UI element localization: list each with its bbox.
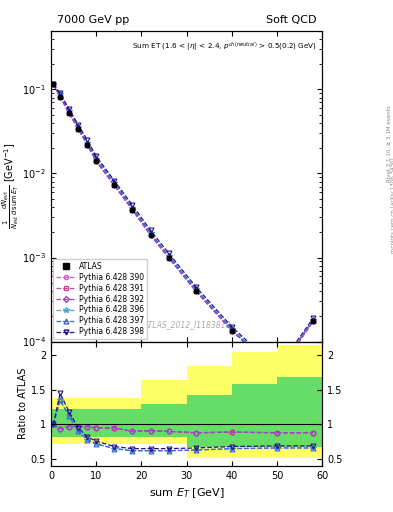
Text: Rivet 3.1.10, ≥ 3.1M events: Rivet 3.1.10, ≥ 3.1M events xyxy=(387,105,392,182)
Text: ATLAS_2012_I1183818: ATLAS_2012_I1183818 xyxy=(143,320,230,329)
Text: mcplots.cern.ch [arXiv:1306.3436]: mcplots.cern.ch [arXiv:1306.3436] xyxy=(391,157,393,252)
Text: Soft QCD: Soft QCD xyxy=(266,14,317,25)
Legend: ATLAS, Pythia 6.428 390, Pythia 6.428 391, Pythia 6.428 392, Pythia 6.428 396, P: ATLAS, Pythia 6.428 390, Pythia 6.428 39… xyxy=(53,259,147,339)
Text: 7000 GeV pp: 7000 GeV pp xyxy=(57,14,129,25)
Text: Sum ET (1.6 < |$\eta$| < 2.4, $p^{ch(neutral)}$ > 0.5(0.2) GeV): Sum ET (1.6 < |$\eta$| < 2.4, $p^{ch(neu… xyxy=(132,40,317,53)
Y-axis label: $\frac{1}{N_{evt}}\frac{dN_{evt}}{d\,\mathrm{sum}\,E_T}$ [GeV$^{-1}$]: $\frac{1}{N_{evt}}\frac{dN_{evt}}{d\,\ma… xyxy=(0,143,21,229)
Y-axis label: Ratio to ATLAS: Ratio to ATLAS xyxy=(18,368,28,439)
X-axis label: sum $E_T$ [GeV]: sum $E_T$ [GeV] xyxy=(149,486,224,500)
